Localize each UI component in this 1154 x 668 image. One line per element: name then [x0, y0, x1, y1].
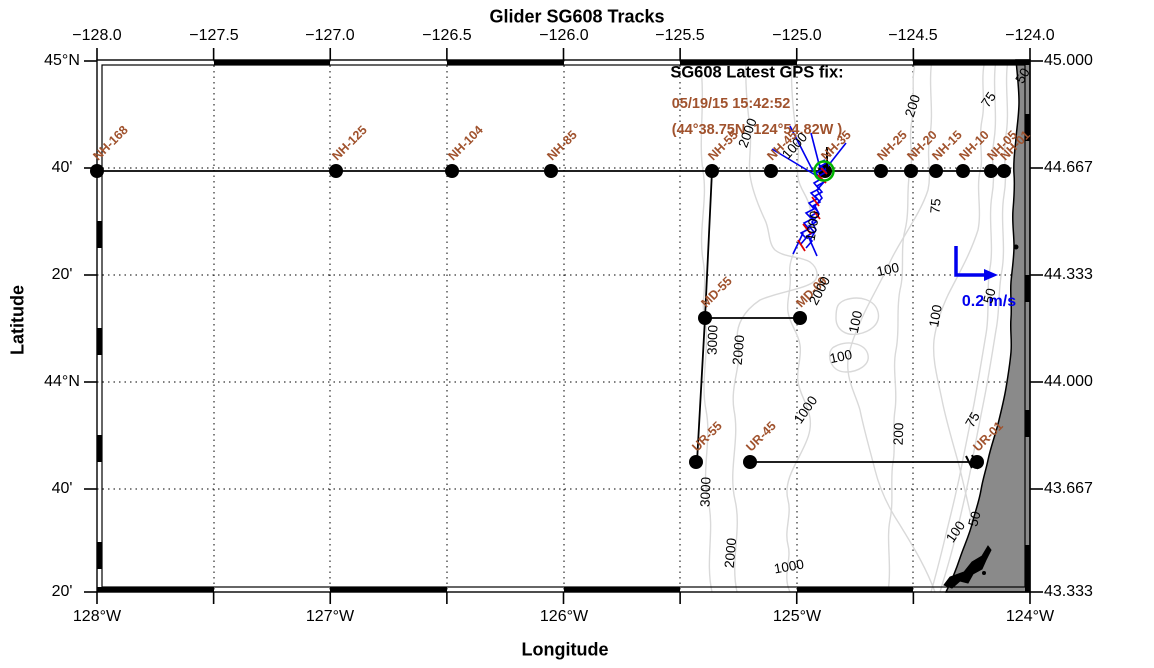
- contour-label-200: 200: [890, 422, 907, 446]
- station-markers: [90, 164, 1011, 469]
- contour-label-75: 75: [927, 197, 944, 215]
- right-axis-tick-label: 45.000: [1044, 52, 1093, 69]
- top-axis-tick-label: −125.5: [655, 27, 705, 44]
- left-axis-tick-label: 44°N: [44, 373, 80, 390]
- contour-shelf-extra: [930, 59, 997, 593]
- station-marker-ur-45: [743, 455, 757, 469]
- top-axis-tick-label: −127.5: [189, 27, 239, 44]
- velocity-scale-arrow: [954, 246, 998, 281]
- glider-track-cluster: [771, 125, 847, 257]
- bottom-axis-tick-label: 127°W: [305, 608, 355, 625]
- station-marker-nh-45: [764, 164, 778, 178]
- bottom-axis-tick-label: 126°W: [539, 608, 589, 625]
- station-marker-nh-125: [329, 164, 343, 178]
- top-axis-tick-label: −126.0: [539, 27, 589, 44]
- station-marker-nh-168: [90, 164, 104, 178]
- bottom-axis-tick-label: 124°W: [1005, 608, 1055, 625]
- contour-75m: [932, 59, 986, 593]
- top-axis-tick-label: −124.5: [888, 27, 938, 44]
- lat-lon-grid: [97, 60, 1030, 592]
- station-marker-nh-25: [874, 164, 888, 178]
- contour-1000m: [786, 59, 812, 593]
- contour-200m: [887, 59, 917, 593]
- coastal-lake: [1013, 244, 1019, 250]
- left-axis-tick-label: 20': [51, 583, 73, 600]
- station-marker-nh-10: [956, 164, 970, 178]
- bottom-axis-tick-label: 125°W: [772, 608, 822, 625]
- station-marker-nh-55: [705, 164, 719, 178]
- station-marker-md-55: [698, 311, 712, 325]
- top-axis-tick-label: −126.5: [422, 27, 472, 44]
- station-marker-nh-01: [997, 164, 1011, 178]
- velocity-scale-label: 0.2 m/s: [961, 293, 1017, 310]
- contour-label-3000: 3000: [704, 324, 721, 356]
- map-border: [84, 48, 1043, 604]
- top-axis-tick-label: −128.0: [72, 27, 122, 44]
- left-axis-tick-label: 45°N: [44, 52, 80, 69]
- latest-position-circle: [813, 160, 835, 182]
- contour-100m-bank-b: [828, 342, 869, 373]
- left-axis-tick-label: 40': [51, 159, 73, 176]
- right-axis-tick-label: 43.333: [1044, 583, 1093, 600]
- bottom-axis-tick-label: 128°W: [72, 608, 122, 625]
- contour-label-2000: 2000: [721, 537, 740, 569]
- right-axis-tick-label: 44.000: [1044, 373, 1093, 390]
- gps-fix-datetime: 05/19/15 15:42:52: [671, 96, 791, 112]
- land-polygon: [944, 59, 1031, 593]
- right-axis-tick-label: 44.333: [1044, 266, 1093, 283]
- contour-label-3000: 3000: [697, 476, 714, 508]
- station-marker-nh-104: [445, 164, 459, 178]
- glider-dive-tracks: [771, 125, 847, 257]
- left-axis-tick-label: 40': [51, 480, 73, 497]
- glider-surfacing-marks: [797, 167, 828, 252]
- right-axis-tick-label: 43.667: [1044, 480, 1093, 497]
- coastal-lake-2: [982, 571, 986, 575]
- bathymetry-contours: [699, 59, 1009, 593]
- contour-100m-bank-a: [835, 297, 880, 336]
- station-marker-nh-85: [544, 164, 558, 178]
- figure-title: Glider SG608 Tracks: [489, 6, 665, 27]
- gps-fix-header: SG608 Latest GPS fix:: [670, 63, 844, 82]
- gps-fix-position: (44°38.75N 124°54.82W ): [671, 122, 843, 138]
- right-axis-tick-label: 44.667: [1044, 159, 1093, 176]
- left-axis-tick-label: 20': [51, 266, 73, 283]
- y-axis-title: Latitude: [7, 285, 28, 355]
- contour-100m: [847, 59, 936, 593]
- top-axis-tick-label: −125.0: [772, 27, 822, 44]
- station-marker-nh-05: [984, 164, 998, 178]
- station-marker-md-09: [793, 311, 807, 325]
- top-axis-tick-label: −127.0: [305, 27, 355, 44]
- station-marker-nh-20: [904, 164, 918, 178]
- contour-label-2000: 2000: [729, 334, 748, 366]
- survey-track-lines: [97, 170, 1005, 470]
- estuary: [943, 545, 992, 589]
- coastline-land: [943, 59, 1031, 593]
- top-axis-tick-label: −124.0: [1005, 27, 1055, 44]
- station-marker-ur-01: [970, 455, 984, 469]
- x-axis-title: Longitude: [521, 639, 609, 660]
- station-marker-nh-15: [929, 164, 943, 178]
- station-marker-ur-55: [689, 455, 703, 469]
- contour-50m: [939, 59, 1009, 593]
